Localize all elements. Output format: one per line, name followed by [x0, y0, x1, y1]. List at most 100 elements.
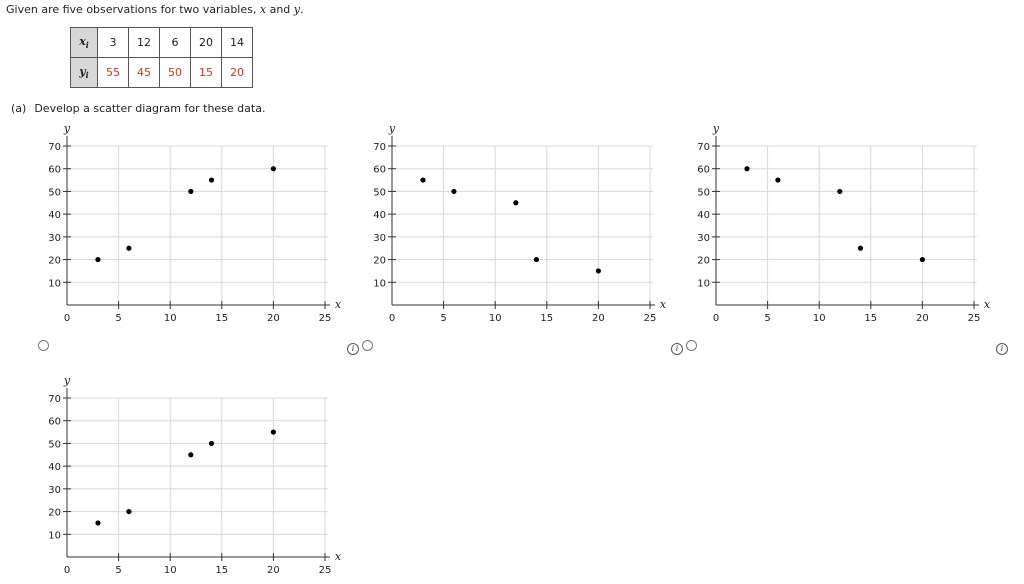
option-1-radio[interactable]: [38, 340, 49, 351]
data-point: [451, 188, 457, 195]
y-tick-label: 70: [373, 142, 386, 153]
x-tick-label: 0: [389, 313, 395, 324]
y-value: 55: [97, 57, 129, 88]
observations-table: xi 3 12 6 20 14 yi 55 45 50 15 20: [70, 27, 253, 88]
data-point: [95, 520, 101, 526]
x-tick-label: 15: [215, 313, 228, 324]
data-point: [420, 177, 426, 183]
x-tick-label: 20: [267, 313, 280, 324]
prompt-text: Develop a scatter diagram for these data…: [34, 102, 266, 115]
x-tick-label: 5: [115, 313, 121, 324]
intro-end: .: [300, 3, 304, 16]
data-point: [188, 452, 194, 458]
x-tick-label: 20: [592, 313, 605, 324]
y-value: 45: [128, 57, 160, 88]
scatter-plot-option-4: 10 20 30 40 50 60 70 0 5 10 15 20 25 y x: [48, 374, 342, 576]
data-point: [126, 245, 132, 251]
y-tick-label: 20: [48, 256, 61, 267]
x-tick-label: 0: [713, 313, 719, 324]
y-tick-label: 40: [697, 210, 710, 221]
y-row: yi 55 45 50 15 20: [70, 57, 253, 88]
x-tick-label: 25: [319, 565, 332, 576]
question-prompt: (a) Develop a scatter diagram for these d…: [11, 102, 265, 115]
y-tick-label: 40: [48, 210, 61, 221]
y-row-header: yi: [70, 57, 98, 88]
data-point: [837, 188, 843, 195]
y-tick-label: 10: [697, 278, 710, 289]
y-tick-label: 30: [697, 233, 710, 244]
x-row: xi 3 12 6 20 14: [70, 27, 253, 58]
x-value: 3: [97, 27, 129, 58]
y-tick-label: 40: [48, 462, 61, 473]
x-row-header: xi: [70, 27, 98, 58]
intro-var-y: y: [293, 3, 300, 16]
y-tick-label: 60: [697, 165, 710, 176]
y-tick-label: 30: [48, 485, 61, 496]
x-value: 12: [128, 27, 160, 58]
x-tick-label: 20: [916, 313, 929, 324]
y-tick-label: 30: [373, 233, 386, 244]
data-point: [188, 188, 194, 195]
x-tick-label: 5: [115, 565, 121, 576]
x-tick-label: 0: [64, 313, 70, 324]
x-value: 6: [159, 27, 191, 58]
y-axis-label: y: [63, 122, 71, 135]
x-value: 14: [221, 27, 253, 58]
intro-before: Given are five observations for two vari…: [6, 3, 260, 16]
data-point: [270, 166, 276, 172]
x-tick-label: 10: [489, 313, 502, 324]
y-tick-label: 50: [48, 439, 61, 450]
y-tick-label: 20: [373, 256, 386, 267]
info-icon[interactable]: i: [671, 343, 683, 355]
y-tick-label: 70: [48, 394, 61, 405]
x-tick-label: 5: [764, 313, 770, 324]
intro-and: and: [266, 3, 294, 16]
y-axis-label: y: [388, 122, 396, 135]
y-tick-label: 70: [697, 142, 710, 153]
x-axis-label: x: [984, 298, 991, 311]
data-point: [595, 268, 601, 274]
part-label: (a): [11, 102, 27, 115]
option-2-radio[interactable]: [362, 340, 373, 351]
y-axis-label: y: [712, 122, 720, 135]
x-tick-label: 5: [440, 313, 446, 324]
data-point: [208, 440, 215, 447]
data-point: [513, 200, 519, 206]
y-tick-label: 50: [48, 187, 61, 198]
x-tick-label: 15: [540, 313, 553, 324]
x-tick-label: 10: [813, 313, 826, 324]
y-value: 20: [221, 57, 253, 88]
x-tick-label: 10: [164, 313, 177, 324]
y-tick-label: 60: [48, 165, 61, 176]
y-tick-label: 10: [48, 278, 61, 289]
data-point: [208, 177, 215, 183]
y-tick-label: 40: [373, 210, 386, 221]
y-value: 50: [159, 57, 191, 88]
x-tick-label: 25: [319, 313, 332, 324]
y-tick-label: 50: [697, 187, 710, 198]
info-icon[interactable]: i: [996, 343, 1008, 355]
data-point: [744, 166, 750, 172]
intro-text: Given are five observations for two vari…: [6, 3, 304, 16]
scatter-plot-option-2: 10 20 30 40 50 60 70 0 5 10 15 20 25 y x: [373, 122, 667, 324]
data-point: [270, 429, 276, 435]
x-tick-label: 0: [64, 565, 70, 576]
x-tick-label: 15: [215, 565, 228, 576]
y-tick-label: 10: [48, 530, 61, 541]
y-tick-label: 10: [373, 278, 386, 289]
x-tick-label: 20: [267, 565, 280, 576]
data-point: [857, 245, 864, 251]
y-tick-label: 60: [373, 165, 386, 176]
y-tick-label: 70: [48, 142, 61, 153]
y-tick-label: 20: [697, 256, 710, 267]
info-icon[interactable]: i: [347, 343, 359, 355]
x-tick-label: 25: [644, 313, 657, 324]
y-tick-label: 30: [48, 233, 61, 244]
y-axis-label: y: [63, 374, 71, 387]
y-value: 15: [190, 57, 222, 88]
option-3-radio[interactable]: [686, 340, 697, 351]
x-axis-label: x: [660, 298, 667, 311]
data-point: [775, 177, 781, 183]
y-tick-label: 60: [48, 417, 61, 428]
x-axis-label: x: [335, 550, 342, 563]
